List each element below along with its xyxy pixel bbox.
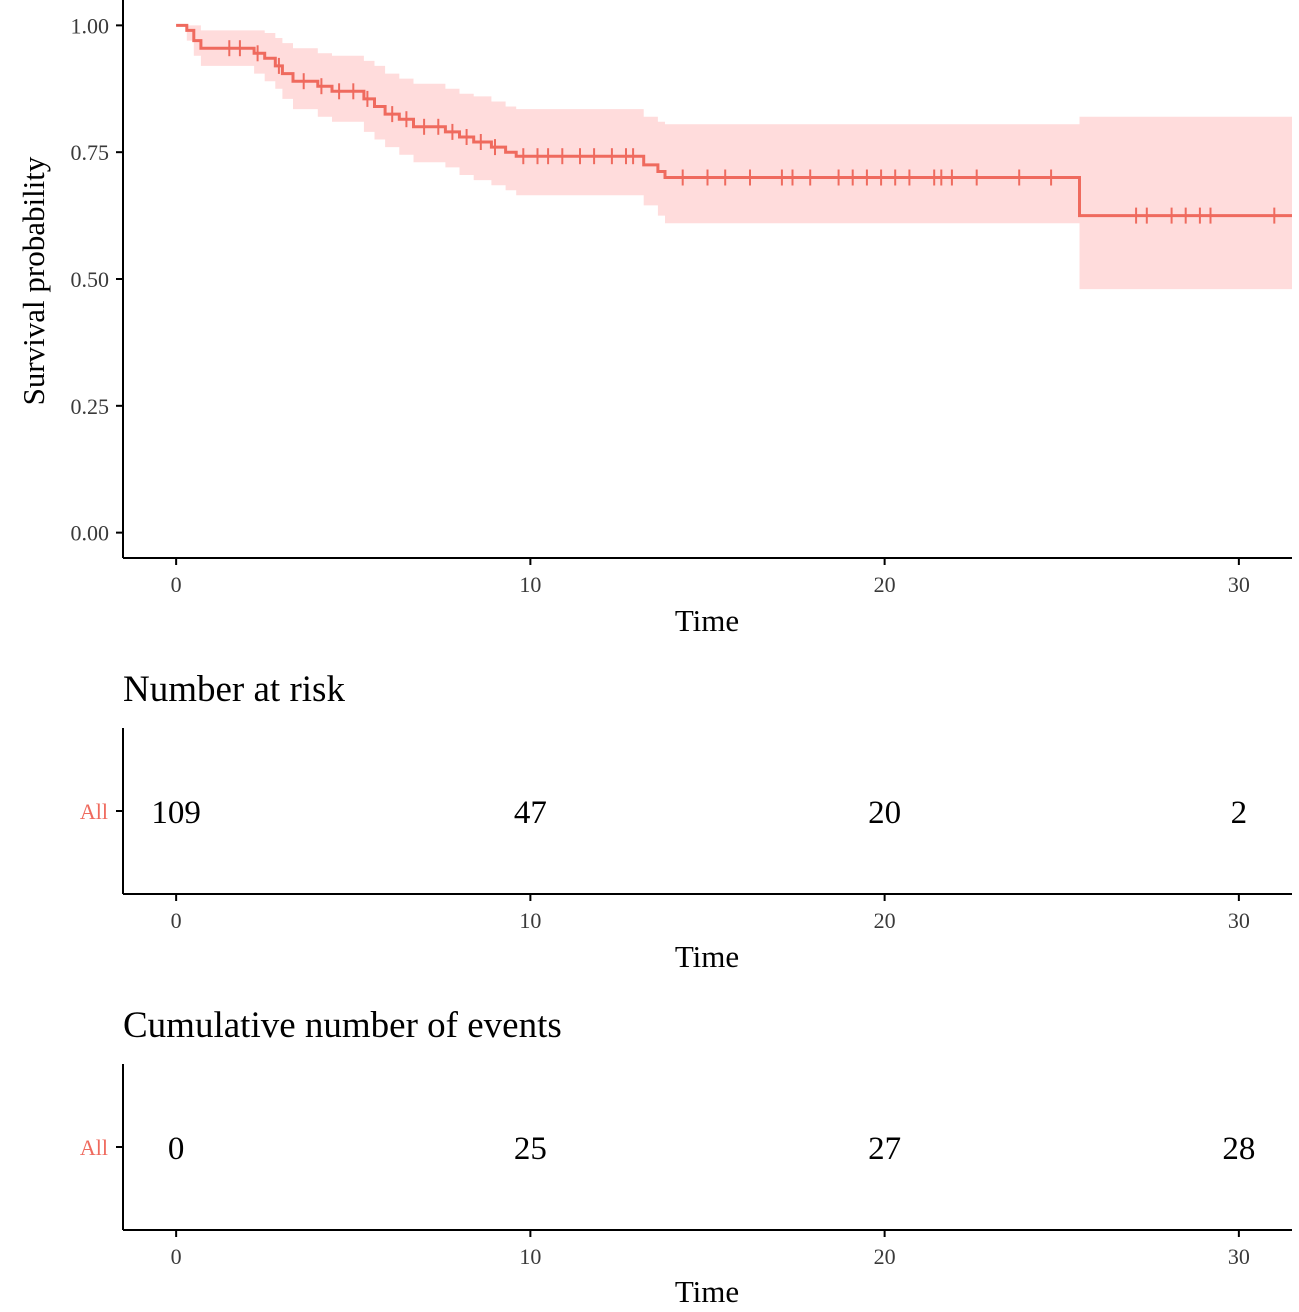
events-table-value: 27 (868, 1131, 901, 1167)
y-tick-label: 0.00 (71, 521, 110, 546)
confidence-band (176, 25, 1293, 290)
x-tick-label: 30 (1228, 572, 1250, 597)
x-tick-label: 30 (1228, 908, 1250, 933)
y-tick-label: 0.50 (71, 267, 110, 292)
events-table-panel: Cumulative number of events All 0 25 27 28 … (80, 1005, 1292, 1309)
x-tick-label: 20 (874, 908, 896, 933)
events-table-x-ticks: 0 10 20 30 (171, 1230, 1250, 1269)
survival-plot-area (176, 23, 1293, 290)
events-table-value: 28 (1222, 1131, 1255, 1167)
risk-strata-label-all: All (80, 799, 108, 824)
risk-table-x-title: Time (675, 939, 739, 974)
x-tick-label: 10 (519, 572, 541, 597)
x-axis-ticks: 0 10 20 30 (171, 558, 1250, 597)
y-tick-label: 0.75 (71, 140, 110, 165)
y-axis-ticks: 0.00 0.25 0.50 0.75 1.00 (71, 13, 123, 546)
censor-marks (228, 40, 1276, 224)
x-tick-label: 30 (1228, 1244, 1250, 1269)
risk-table-value: 20 (868, 795, 901, 831)
x-tick-label: 20 (874, 572, 896, 597)
events-table-value: 25 (514, 1131, 547, 1167)
events-table-value: 0 (168, 1131, 185, 1167)
y-axis-title: Survival probability (16, 156, 51, 405)
y-tick-label: 0.25 (71, 394, 110, 419)
events-table-values: 0 25 27 28 (168, 1131, 1255, 1167)
risk-table-panel: Number at risk All 109 47 20 2 0 10 20 30 Time (80, 669, 1292, 974)
x-tick-label: 10 (519, 908, 541, 933)
x-tick-label: 0 (171, 572, 182, 597)
survival-panel: 0.00 0.25 0.50 0.75 1.00 0 10 20 30 Survival pr… (16, 0, 1293, 638)
y-tick-label: 1.00 (71, 13, 110, 38)
risk-table-value: 109 (151, 795, 201, 831)
x-tick-label: 20 (874, 1244, 896, 1269)
risk-table-x-ticks: 0 10 20 30 (171, 894, 1250, 933)
x-tick-label: 0 (171, 908, 182, 933)
risk-table-title: Number at risk (123, 669, 345, 710)
x-tick-label: 10 (519, 1244, 541, 1269)
events-table-title: Cumulative number of events (123, 1005, 562, 1046)
x-tick-label: 0 (171, 1244, 182, 1269)
events-table-x-title: Time (675, 1274, 739, 1309)
x-axis-title: Time (675, 603, 739, 638)
risk-table-value: 2 (1231, 795, 1248, 831)
events-strata-label-all: All (80, 1135, 108, 1160)
risk-table-value: 47 (514, 795, 547, 831)
risk-table-values: 109 47 20 2 (151, 795, 1247, 831)
